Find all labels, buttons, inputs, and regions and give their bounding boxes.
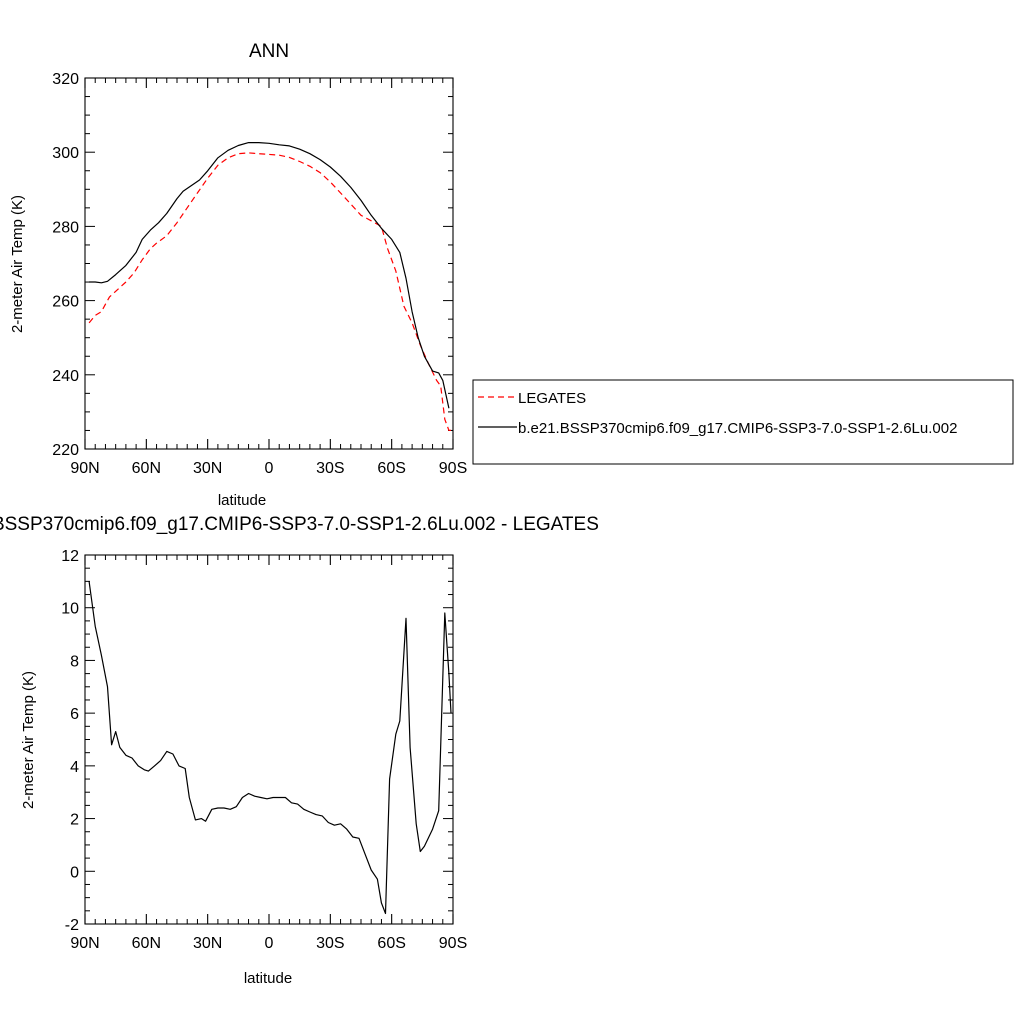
bottom-chart-x-tick-label: 30S bbox=[316, 935, 344, 952]
top-chart: ANN 90N 60N 30N 0 30S 60S 90S 220 240 260 280 300 32… bbox=[9, 41, 467, 509]
top-chart-y-tick-label: 320 bbox=[52, 71, 79, 88]
top-chart-x-tick-label: 30S bbox=[316, 460, 344, 477]
legend-label-legates: LEGATES bbox=[518, 390, 586, 407]
bottom-chart-series bbox=[88, 581, 452, 915]
top-chart-ticks: 90N 60N 30N 0 30S 60S 90S 220 240 260 280 300 320 bbox=[52, 71, 467, 477]
legend-box bbox=[472, 379, 1014, 465]
bottom-chart-x-tick-label: 90S bbox=[439, 935, 467, 952]
bottom-chart-x-tick-label: 90N bbox=[70, 935, 99, 952]
bottom-chart-ticks: 90N 60N 30N 0 30S 60S 90S -2 0 2 4 6 8 10 12 bbox=[61, 548, 467, 952]
bottom-chart-y-tick-label: 6 bbox=[70, 706, 79, 723]
bottom-chart-y-tick-label: 10 bbox=[61, 601, 79, 618]
top-chart-x-tick-label: 60S bbox=[377, 460, 405, 477]
top-chart-y-tick-label: 240 bbox=[52, 368, 79, 385]
top-chart-x-tick-label: 90S bbox=[439, 460, 467, 477]
top-chart-series-line-1 bbox=[89, 142, 450, 409]
bottom-chart-x-tick-label: 60S bbox=[377, 935, 405, 952]
top-chart-y-tick-label: 280 bbox=[52, 219, 79, 236]
top-chart-title: ANN bbox=[249, 41, 289, 62]
top-chart-x-tick-label: 0 bbox=[265, 460, 274, 477]
bottom-chart-y-tick-label: 12 bbox=[61, 548, 79, 565]
bottom-chart-x-tick-label: 30N bbox=[193, 935, 222, 952]
top-chart-series bbox=[88, 142, 451, 431]
bottom-chart-y-tick-label: 4 bbox=[70, 759, 79, 776]
top-chart-y-tick-label: 300 bbox=[52, 145, 79, 162]
top-chart-x-tick-label: 90N bbox=[70, 460, 99, 477]
bottom-chart-ylabel: 2-meter Air Temp (K) bbox=[20, 671, 37, 809]
top-chart-legend: LEGATES b.e21.BSSP370cmip6.f09_g17.CMIP6… bbox=[472, 379, 1014, 465]
bottom-chart-y-tick-label: -2 bbox=[65, 917, 79, 934]
top-chart-x-tick-label: 30N bbox=[193, 460, 222, 477]
bottom-chart: b.e21.BSSP370cmip6.f09_g17.CMIP6-SSP3-7.… bbox=[0, 514, 599, 987]
bottom-chart-x-tick-label: 60N bbox=[132, 935, 161, 952]
top-chart-y-tick-label: 220 bbox=[52, 442, 79, 459]
top-chart-ylabel: 2-meter Air Temp (K) bbox=[9, 195, 26, 333]
bottom-chart-xlabel: latitude bbox=[244, 970, 292, 987]
top-chart-xlabel: latitude bbox=[218, 492, 266, 509]
top-chart-y-tick-label: 260 bbox=[52, 294, 79, 311]
top-chart-x-tick-label: 60N bbox=[132, 460, 161, 477]
bottom-chart-frame bbox=[84, 554, 454, 925]
bottom-chart-x-tick-label: 0 bbox=[265, 935, 274, 952]
bottom-chart-y-tick-label: 2 bbox=[70, 812, 79, 829]
bottom-chart-y-tick-label: 0 bbox=[70, 864, 79, 881]
top-chart-series-line-0 bbox=[88, 152, 451, 431]
legend-label-model: b.e21.BSSP370cmip6.f09_g17.CMIP6-SSP3-7.… bbox=[518, 420, 957, 437]
bottom-chart-y-tick-label: 8 bbox=[70, 653, 79, 670]
bottom-chart-title: b.e21.BSSP370cmip6.f09_g17.CMIP6-SSP3-7.… bbox=[0, 514, 599, 535]
bottom-chart-series-line-0 bbox=[88, 581, 452, 915]
top-chart-frame bbox=[84, 77, 454, 450]
